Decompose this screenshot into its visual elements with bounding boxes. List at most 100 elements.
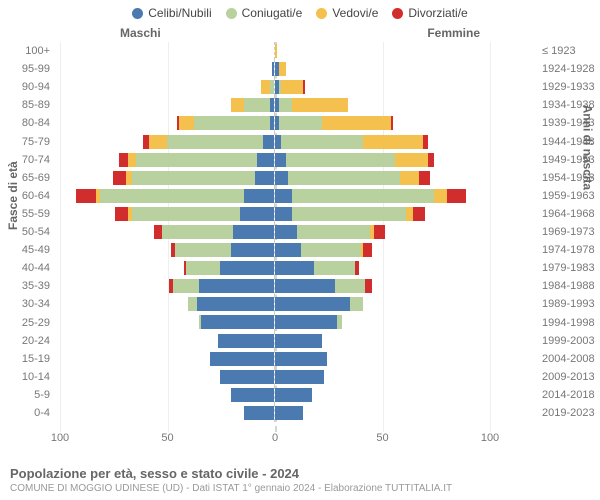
male-bar <box>60 295 275 313</box>
x-tick-label: 50 <box>161 432 173 444</box>
female-bar <box>275 205 490 223</box>
bar-segment-celibi <box>257 153 274 167</box>
bar-segment-divorziati <box>154 225 163 239</box>
female-bar <box>275 78 490 96</box>
bar-segment-coniugati <box>162 225 233 239</box>
bar-segment-celibi <box>275 261 314 275</box>
bar-segment-coniugati <box>132 207 240 221</box>
bar-segment-celibi <box>201 315 274 329</box>
bar-segment-coniugati <box>136 153 256 167</box>
bar-segment-coniugati <box>301 243 361 257</box>
bar-segment-coniugati <box>288 171 400 185</box>
pyramid-row <box>60 386 490 404</box>
age-label: 30-34 <box>22 295 50 313</box>
female-bar <box>275 350 490 368</box>
birth-year-label: 1984-1988 <box>542 277 595 295</box>
age-label: 20-24 <box>22 332 50 350</box>
female-bar <box>275 223 490 241</box>
male-bar <box>60 169 275 187</box>
bar-segment-vedovi <box>292 98 348 112</box>
pyramid-row <box>60 205 490 223</box>
male-bar <box>60 332 275 350</box>
birth-year-label: 2009-2013 <box>542 368 595 386</box>
bar-segment-divorziati <box>303 80 305 94</box>
female-bar <box>275 114 490 132</box>
bar-segment-divorziati <box>365 279 371 293</box>
birth-year-label: 1979-1983 <box>542 259 595 277</box>
gridline <box>490 42 491 432</box>
x-tick-label: 0 <box>272 432 278 444</box>
male-bar <box>60 223 275 241</box>
bar-segment-coniugati <box>175 243 231 257</box>
male-bar <box>60 205 275 223</box>
age-label: 85-89 <box>22 96 50 114</box>
bar-segment-vedovi <box>261 80 270 94</box>
male-bar <box>60 368 275 386</box>
y-axis-left-title: Fasce di età <box>6 161 20 230</box>
bar-segment-vedovi <box>322 116 391 130</box>
bar-segment-coniugati <box>350 297 363 311</box>
bar-segment-celibi <box>275 171 288 185</box>
pyramid-row <box>60 313 490 331</box>
bar-segment-vedovi <box>279 62 285 76</box>
males-header: Maschi <box>120 26 161 40</box>
birth-year-label: ≤ 1923 <box>542 42 576 60</box>
bar-segment-celibi <box>275 406 303 420</box>
bar-segment-coniugati <box>286 153 396 167</box>
bar-segment-divorziati <box>423 135 427 149</box>
female-bar <box>275 132 490 150</box>
birth-year-label: 1969-1973 <box>542 223 595 241</box>
bar-segment-coniugati <box>132 171 255 185</box>
bar-segment-celibi <box>275 370 324 384</box>
bar-segment-coniugati <box>292 189 434 203</box>
age-label: 95-99 <box>22 60 50 78</box>
bar-segment-coniugati <box>188 297 197 311</box>
birth-year-label: 1999-2003 <box>542 332 595 350</box>
x-axis: 10050050100 <box>60 432 490 450</box>
legend-item: Coniugati/e <box>226 6 303 20</box>
pyramid-row <box>60 60 490 78</box>
plot-area <box>60 42 490 432</box>
legend-label: Vedovi/e <box>332 6 378 20</box>
bar-segment-vedovi <box>395 153 427 167</box>
bar-segment-coniugati <box>314 261 355 275</box>
birth-year-label: 1994-1998 <box>542 314 595 332</box>
population-pyramid-chart: Celibi/NubiliConiugati/eVedovi/eDivorzia… <box>0 0 600 500</box>
bar-segment-celibi <box>218 334 274 348</box>
female-bar <box>275 332 490 350</box>
bar-segment-vedovi <box>281 80 303 94</box>
female-bar <box>275 313 490 331</box>
male-bar <box>60 96 275 114</box>
pyramid-row <box>60 114 490 132</box>
x-tick-label: 50 <box>376 432 388 444</box>
bar-segment-vedovi <box>128 153 137 167</box>
pyramid-row <box>60 223 490 241</box>
female-bar <box>275 151 490 169</box>
age-label: 45-49 <box>22 241 50 259</box>
age-label: 40-44 <box>22 259 50 277</box>
bar-segment-coniugati <box>292 207 406 221</box>
bar-segment-celibi <box>270 116 274 130</box>
age-label: 10-14 <box>22 368 50 386</box>
pyramid-row <box>60 241 490 259</box>
bar-segment-celibi <box>275 388 312 402</box>
pyramid-row <box>60 350 490 368</box>
bar-segment-coniugati <box>270 80 274 94</box>
bar-segment-coniugati <box>279 98 292 112</box>
age-label: 25-29 <box>22 314 50 332</box>
female-bar <box>275 368 490 386</box>
birth-year-label: 1924-1928 <box>542 60 595 78</box>
male-bar <box>60 241 275 259</box>
bar-segment-coniugati <box>281 135 363 149</box>
bar-segment-divorziati <box>419 171 430 185</box>
bar-segment-celibi <box>275 207 292 221</box>
age-label: 60-64 <box>22 187 50 205</box>
bar-segment-celibi <box>275 279 335 293</box>
birth-year-label: 1964-1968 <box>542 205 595 223</box>
bar-segment-celibi <box>275 315 337 329</box>
bar-segment-vedovi <box>434 189 447 203</box>
age-label: 75-79 <box>22 133 50 151</box>
bar-segment-celibi <box>231 388 274 402</box>
bar-segment-celibi <box>220 261 274 275</box>
bar-segment-celibi <box>220 370 274 384</box>
